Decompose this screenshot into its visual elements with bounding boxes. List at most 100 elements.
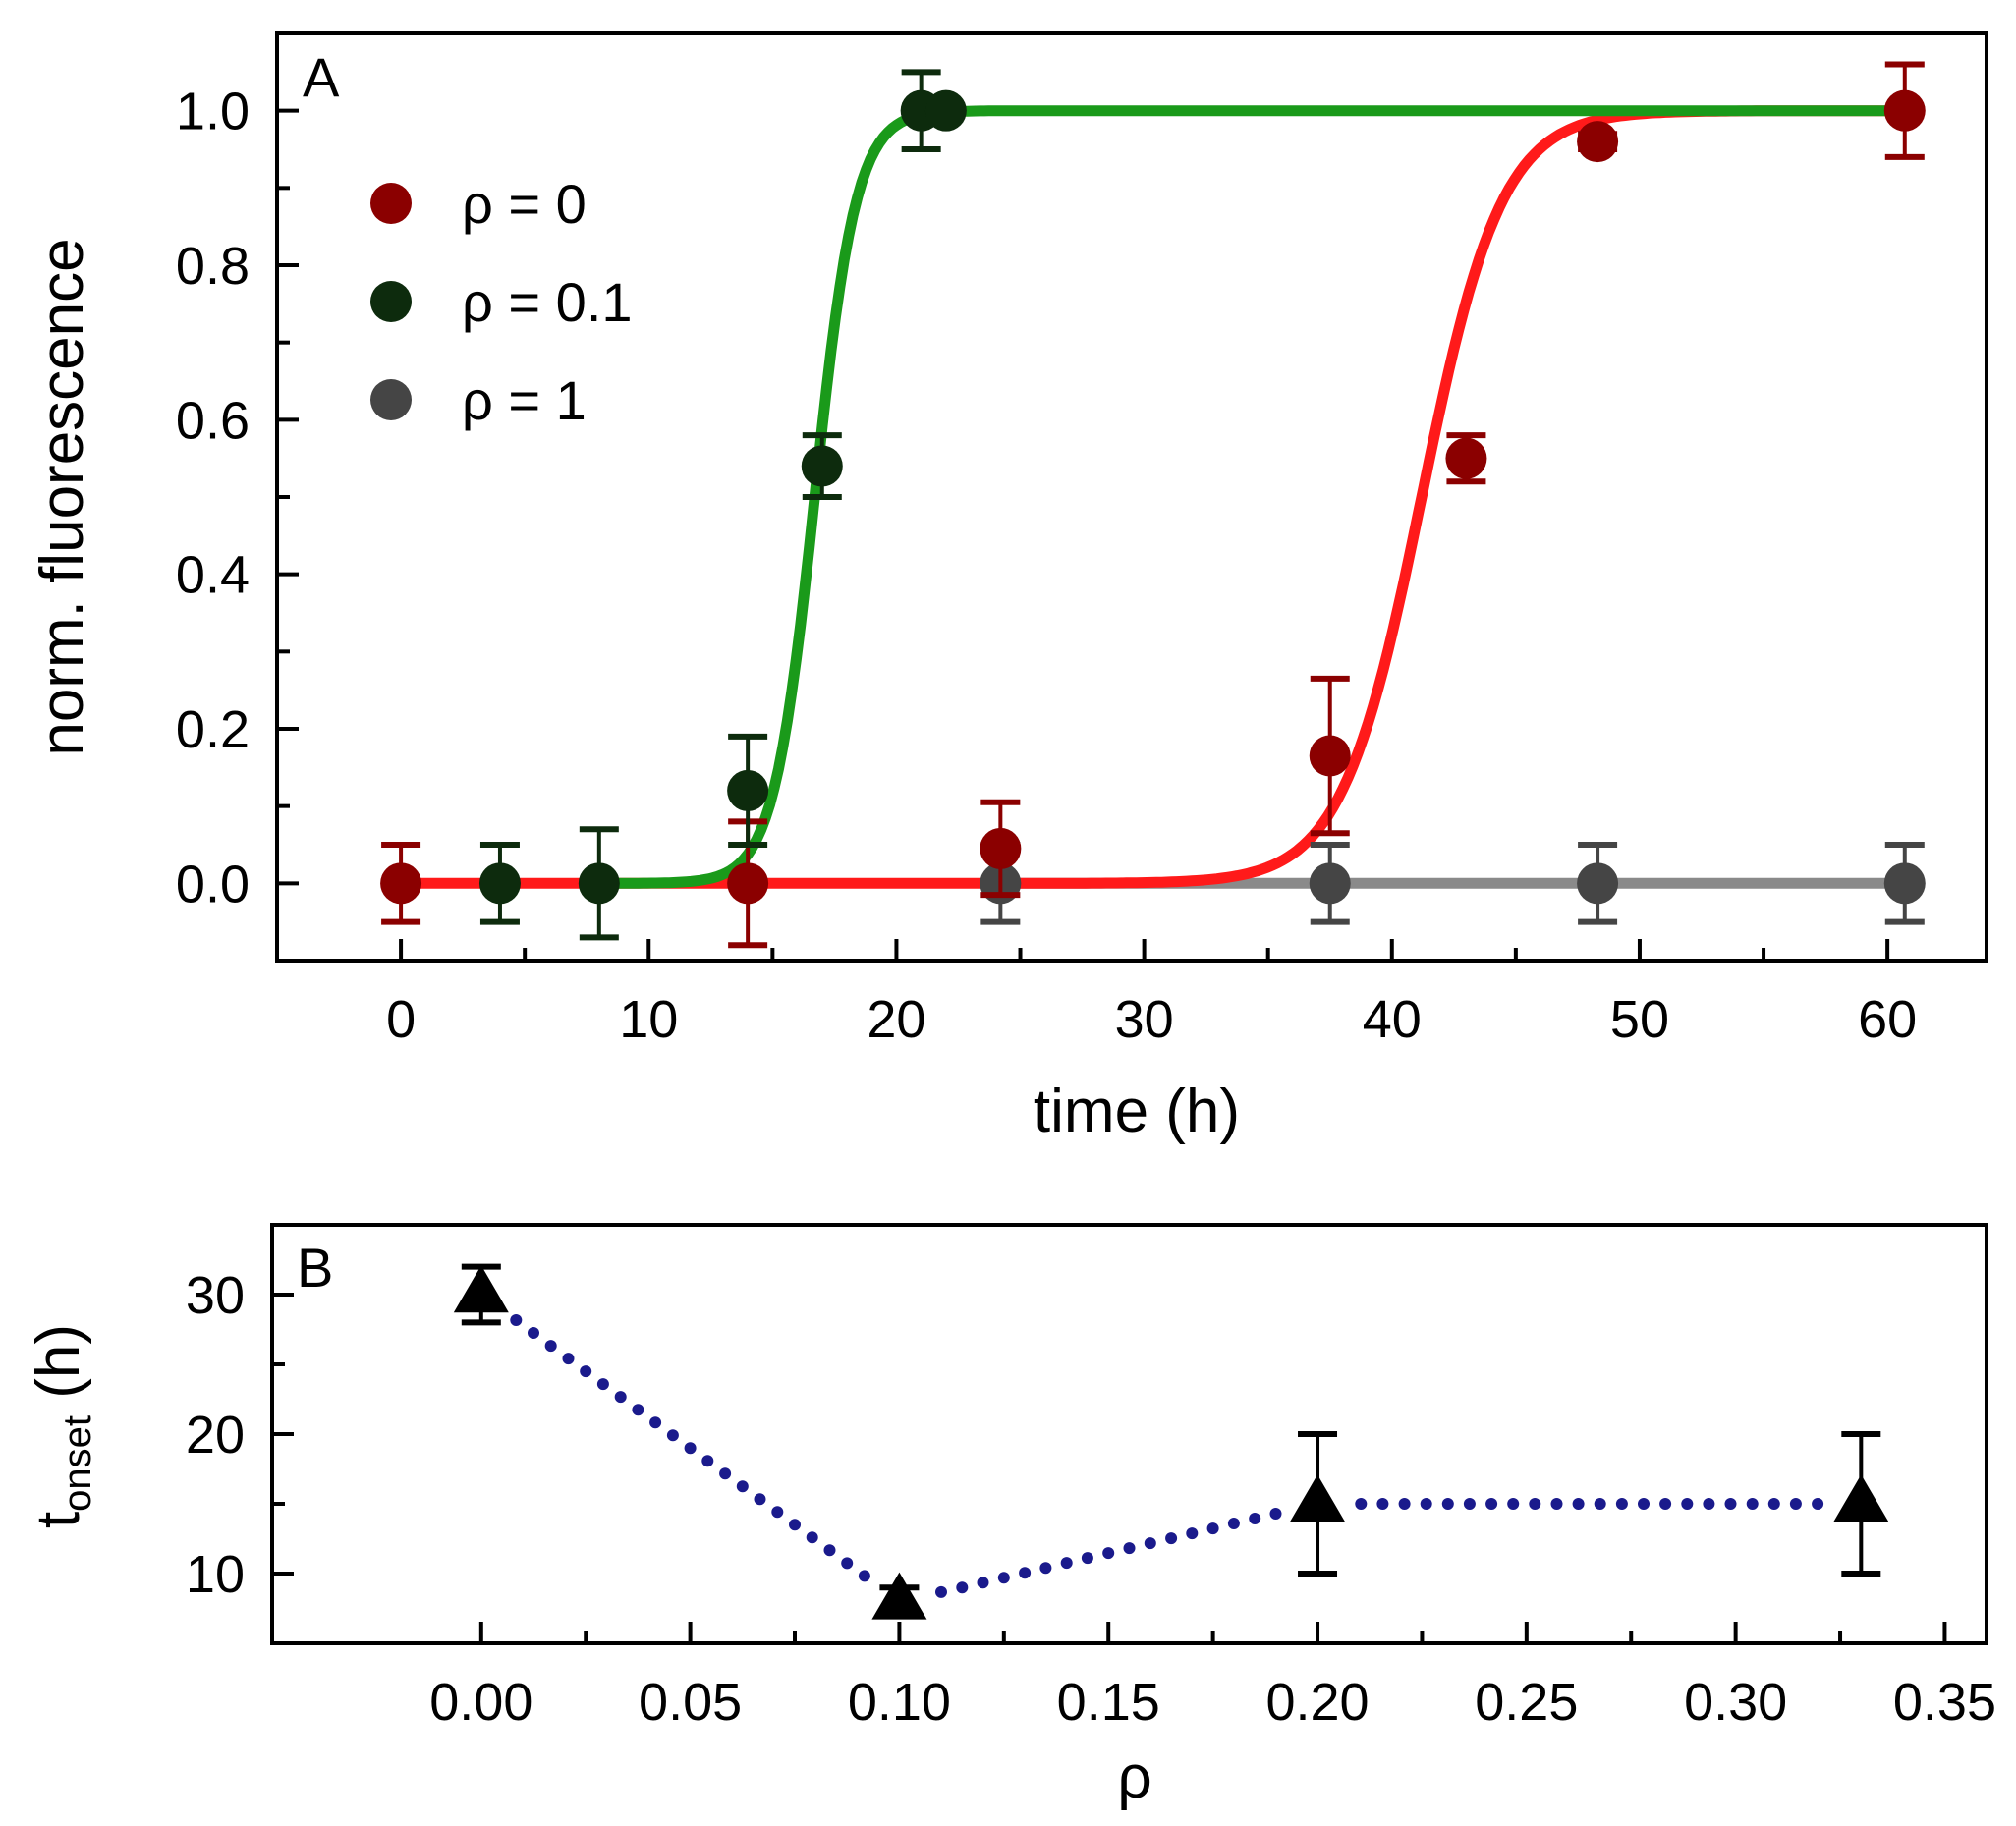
trend-dot [684,1442,697,1455]
trend-dot [1039,1562,1052,1575]
legend-item-0: ρ = 0 [370,173,587,235]
y-tick-label: 0.6 [176,391,250,450]
y-tick-label: 1.0 [176,83,250,141]
panel-a-letter: A [303,46,340,108]
marker [380,862,422,905]
x-tick-label: 0.20 [1265,1673,1369,1732]
marker [1883,89,1926,132]
x-tick-label: 30 [1115,990,1174,1049]
triangle-marker [871,1572,927,1620]
panel-a-x-axis: 0 10 20 30 40 50 60 [386,939,1917,1049]
y-tick-label: 0.0 [176,855,250,913]
trend-dot [1102,1547,1115,1560]
trend-dot [1355,1498,1368,1510]
onset-point-0 [453,1263,509,1326]
trend-dot [1206,1522,1219,1535]
x-tick-label: 0 [386,990,416,1049]
y-tick-label: 20 [186,1406,245,1465]
fit-curve-series-0 [401,105,1913,889]
trend-dot [1081,1552,1093,1565]
panel-a-legend: ρ = 0 ρ = 0.1 ρ = 1 [370,173,633,431]
trend-dot [1376,1498,1389,1510]
trend-dot [1615,1498,1628,1510]
x-tick-label: 0.10 [848,1673,951,1732]
trend-dot [841,1557,854,1570]
y-tick-label: 10 [186,1545,245,1604]
triangle-marker [1833,1474,1889,1522]
data-point-series-2-1 [1309,842,1351,925]
panel-b-y-axis-title-sub: onset [56,1415,99,1512]
trend-dot [1144,1537,1156,1550]
trend-dot [858,1570,870,1582]
onset-point-1 [871,1572,927,1620]
trend-dot [614,1391,627,1404]
trend-dot [754,1493,766,1506]
trend-dot [823,1544,836,1557]
data-point-series-0-4 [1445,432,1487,485]
legend-item-1: ρ = 0.1 [370,271,633,333]
data-point-series-0-6 [1883,61,1926,160]
x-tick-label: 20 [867,990,925,1049]
trend-dot [1269,1508,1282,1520]
panel-a-x-axis-title: time (h) [1034,1078,1240,1145]
legend-label: ρ = 0.1 [462,271,633,333]
trend-dot [1420,1498,1432,1510]
data-point-series-2-2 [1577,842,1619,925]
panel-a-data-points [380,61,1926,949]
panel-a-y-axis-title: norm. fluorescence [28,238,96,755]
marker [727,769,769,811]
x-tick-label: 0.05 [639,1673,742,1732]
legend-marker [370,379,412,420]
marker [727,862,769,905]
trend-dot [544,1340,557,1353]
y-tick-label: 30 [186,1266,245,1325]
trend-dot [1529,1498,1541,1510]
x-tick-label: 50 [1610,990,1669,1049]
panel-b-x-axis-title: ρ [1117,1743,1151,1811]
trend-dot [1724,1498,1737,1510]
trend-dot [1165,1532,1178,1545]
trend-dot [1060,1557,1073,1570]
marker [1309,862,1351,905]
data-point-series-0-3 [1309,675,1351,837]
trend-dot [562,1353,575,1365]
y-tick-label: 0.2 [176,700,250,759]
panel-a-fit-curves [401,105,1913,889]
triangle-marker [1290,1474,1346,1522]
marker [924,89,967,132]
panel-b-y-axis-title: tonset (h) [25,1324,99,1528]
x-tick-label: 60 [1858,990,1917,1049]
trend-dot [1638,1498,1650,1510]
fit-curve-series-1 [598,105,1913,889]
data-point-series-0-0 [380,842,422,925]
trend-dot [1019,1567,1032,1579]
trend-dot [1463,1498,1476,1510]
trend-dot [771,1506,784,1519]
x-tick-label: 0.30 [1684,1673,1787,1732]
marker [1309,735,1351,777]
x-tick-label: 10 [619,990,678,1049]
panel-b-plot-frame [270,1223,1988,1645]
panel-a-y-axis: 0.0 0.2 0.4 0.6 0.8 1.0 [176,31,299,963]
y-tick-label: 0.4 [176,546,250,605]
panel-b-y-axis-title-unit: (h) [25,1324,92,1415]
trend-dot [997,1572,1010,1584]
trend-dot [736,1480,749,1493]
trend-dot [719,1467,732,1480]
data-point-series-0-5 [1577,121,1619,163]
marker [1883,862,1926,905]
triangle-marker [453,1265,509,1313]
trend-dot [1227,1518,1240,1529]
trend-dot [632,1404,644,1416]
trend-dot [666,1429,679,1442]
trend-dot [1123,1542,1136,1555]
data-point-series-1-5 [924,89,967,132]
panel-b-x-axis: 0.00 0.05 0.10 0.15 0.20 0.25 0.30 0.35 [429,1622,1996,1732]
data-point-series-1-3 [801,432,843,500]
panel-b-letter: B [297,1237,333,1299]
trend-dot [528,1327,539,1339]
trend-dot [1659,1498,1672,1510]
trend-dot [649,1416,662,1429]
trend-dot [1507,1498,1520,1510]
trend-dot [596,1378,609,1391]
